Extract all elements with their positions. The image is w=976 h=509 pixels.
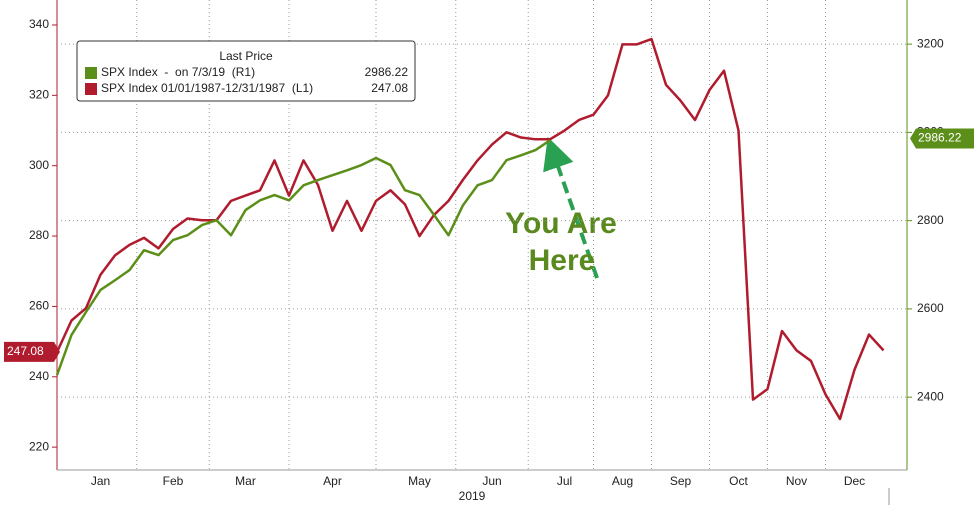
annotation: You Are bbox=[505, 207, 617, 240]
last-value-tag bbox=[4, 341, 60, 362]
annotation-arrow bbox=[543, 136, 599, 279]
x-tick-label: Aug bbox=[612, 474, 633, 488]
y-tick-label: 220 bbox=[29, 439, 49, 453]
legend-title: Last Price bbox=[219, 49, 273, 63]
legend-swatch bbox=[85, 83, 97, 95]
legend-swatch bbox=[85, 67, 97, 79]
x-tick-label: Sep bbox=[670, 474, 692, 488]
x-tick-label: Nov bbox=[786, 474, 807, 488]
y-tick-label: 340 bbox=[29, 17, 49, 31]
last-value-tag bbox=[910, 128, 974, 149]
x-tick-label: Mar bbox=[235, 474, 256, 488]
last-value-label: 2986.22 bbox=[918, 131, 962, 145]
y2-tick-label: 3200 bbox=[917, 36, 944, 50]
x-tick-label: Oct bbox=[729, 474, 748, 488]
y-tick-label: 240 bbox=[29, 369, 49, 383]
x-tick-label: Dec bbox=[844, 474, 865, 488]
series-line bbox=[55, 37, 885, 421]
legend-label: SPX Index 01/01/1987-12/31/1987 (L1) bbox=[101, 81, 313, 95]
y-tick-label: 260 bbox=[29, 299, 49, 313]
annotation: Here bbox=[529, 244, 596, 277]
x-tick-label: May bbox=[408, 474, 431, 488]
y2-tick-label: 2600 bbox=[917, 301, 944, 315]
y2-tick-label: 2400 bbox=[917, 389, 944, 403]
y2-tick-label: 2800 bbox=[917, 213, 944, 227]
x-tick-label: Feb bbox=[163, 474, 184, 488]
x-tick-label: Apr bbox=[323, 474, 342, 488]
last-value-label: 247.08 bbox=[7, 344, 44, 358]
x-axis-label: 2019 bbox=[459, 489, 486, 503]
legend-label: SPX Index - on 7/3/19 (R1) bbox=[101, 65, 255, 79]
y-tick-label: 300 bbox=[29, 158, 49, 172]
series-line bbox=[55, 139, 551, 376]
legend-items: SPX Index - on 7/3/19 (R1) 2986.22 SPX Ind… bbox=[85, 65, 408, 95]
legend-value: 247.08 bbox=[371, 81, 408, 95]
x-tick-label: Jul bbox=[557, 474, 572, 488]
y-tick-label: 280 bbox=[29, 228, 49, 242]
y-tick-label: 320 bbox=[29, 88, 49, 102]
legend bbox=[76, 40, 416, 102]
plot bbox=[55, 0, 907, 470]
legend-value: 2986.22 bbox=[365, 65, 409, 79]
x-tick-label: Jan bbox=[91, 474, 110, 488]
x-tick-label: Jun bbox=[482, 474, 501, 488]
